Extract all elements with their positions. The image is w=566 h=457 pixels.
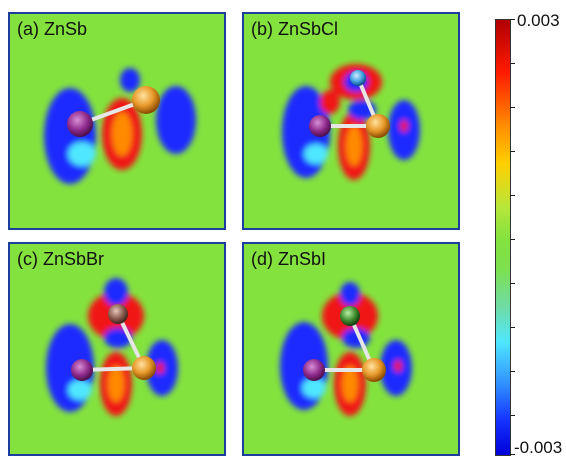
colorbar-tick: [510, 371, 515, 372]
colorbar-tick: [510, 454, 515, 455]
zn-atom: [366, 114, 390, 138]
colorbar-max-label: 0.003: [517, 11, 560, 30]
colorbar-tick: [510, 151, 515, 152]
panel-label-d: (d) ZnSbI: [251, 249, 327, 269]
panel-znsb: (a) ZnSb: [8, 12, 226, 230]
colorbar-tick: [510, 63, 515, 64]
br-atom: [108, 304, 128, 324]
i-atom: [340, 306, 360, 326]
panel-znsbbr: (c) ZnSbBr: [8, 242, 226, 456]
cl-atom: [350, 70, 366, 86]
panel-label-c: (c) ZnSbBr: [17, 249, 105, 269]
sb-atom: [303, 359, 325, 381]
colorbar-min-label: -0.003: [514, 438, 563, 457]
colorbar-tick: [510, 327, 515, 328]
zn-atom: [132, 86, 160, 114]
colorbar-tick: [510, 415, 515, 416]
panel-znsbcl: (b) ZnSbCl: [242, 12, 460, 230]
colorbar-tick: [510, 195, 515, 196]
sb-atom: [67, 111, 93, 137]
charge-density-plot-c: [46, 278, 178, 416]
sb-atom: [71, 359, 93, 381]
zn-atom: [132, 356, 156, 380]
colorbar-tick: [510, 19, 515, 20]
colorbar: [495, 19, 511, 456]
panel-label-a: (a) ZnSb: [17, 19, 88, 39]
panel-znsbi: (d) ZnSbI: [242, 242, 460, 456]
colorbar-tick: [510, 283, 515, 284]
sb-atom: [309, 115, 331, 137]
panel-label-b: (b) ZnSbCl: [251, 19, 339, 39]
zn-atom: [362, 358, 386, 382]
charge-density-plot-b: [282, 64, 420, 180]
colorbar-tick: [510, 239, 515, 240]
charge-density-plot-a: [44, 68, 196, 184]
colorbar-tick: [510, 107, 515, 108]
charge-density-plot-d: [280, 282, 412, 416]
